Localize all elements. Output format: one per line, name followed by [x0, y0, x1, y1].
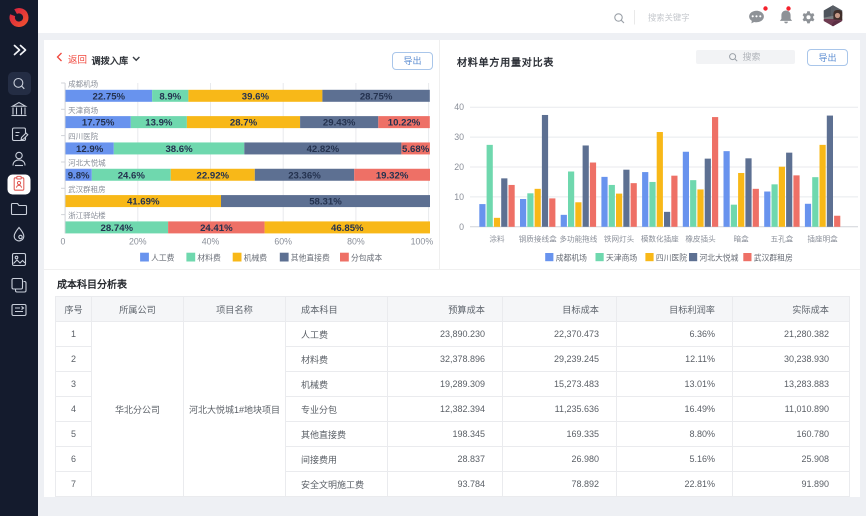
- svg-text:0: 0: [459, 222, 464, 232]
- svg-text:58.31%: 58.31%: [309, 197, 342, 208]
- svg-text:0: 0: [61, 237, 66, 247]
- svg-text:铁网灯头: 铁网灯头: [604, 234, 635, 244]
- svg-text:20: 20: [454, 162, 464, 172]
- svg-text:多功能拖线: 多功能拖线: [559, 234, 597, 244]
- svg-text:四川医院: 四川医院: [68, 131, 98, 141]
- svg-text:搜索关键字: 搜索关键字: [648, 13, 690, 23]
- svg-text:机械费: 机械费: [244, 252, 268, 262]
- svg-text:38.6%: 38.6%: [165, 144, 193, 155]
- svg-text:插座明盒: 插座明盒: [807, 234, 838, 244]
- svg-text:60%: 60%: [274, 237, 292, 247]
- svg-text:28.74%: 28.74%: [101, 223, 134, 234]
- svg-text:39.6%: 39.6%: [242, 91, 270, 102]
- svg-text:29.43%: 29.43%: [323, 118, 356, 129]
- svg-text:41.69%: 41.69%: [127, 197, 160, 208]
- svg-text:12.9%: 12.9%: [76, 144, 104, 155]
- svg-text:涂料: 涂料: [489, 234, 505, 244]
- svg-text:20%: 20%: [129, 237, 147, 247]
- svg-text:24.41%: 24.41%: [200, 223, 233, 234]
- svg-text:暗盒: 暗盒: [734, 234, 750, 244]
- svg-text:模数化插座: 模数化插座: [641, 234, 679, 244]
- svg-text:46.85%: 46.85%: [331, 223, 364, 234]
- svg-text:22.75%: 22.75%: [93, 91, 126, 102]
- svg-text:天津商场: 天津商场: [68, 105, 98, 115]
- svg-text:23.36%: 23.36%: [288, 170, 321, 181]
- svg-text:30: 30: [454, 132, 464, 142]
- svg-text:浙江驿站楼: 浙江驿站楼: [68, 210, 106, 220]
- svg-text:8.9%: 8.9%: [159, 91, 181, 102]
- svg-text:河北大悦城: 河北大悦城: [68, 158, 106, 168]
- svg-text:10.22%: 10.22%: [388, 118, 421, 129]
- svg-text:人工费: 人工费: [151, 252, 175, 262]
- svg-text:10: 10: [454, 192, 464, 202]
- svg-text:河北大悦城: 河北大悦城: [700, 252, 739, 262]
- svg-text:80%: 80%: [347, 237, 365, 247]
- svg-text:武汉群租房: 武汉群租房: [68, 184, 106, 194]
- svg-text:武汉群租房: 武汉群租房: [754, 252, 793, 262]
- svg-text:42.82%: 42.82%: [307, 144, 340, 155]
- svg-text:40: 40: [454, 102, 464, 112]
- svg-text:13.9%: 13.9%: [145, 118, 173, 129]
- svg-text:钢质接线盒: 钢质接线盒: [519, 234, 557, 244]
- svg-text:成都机场: 成都机场: [68, 79, 98, 89]
- svg-text:成都机场: 成都机场: [556, 252, 587, 262]
- svg-text:40%: 40%: [202, 237, 220, 247]
- svg-text:橡皮插头: 橡皮插头: [685, 234, 716, 244]
- svg-text:28.75%: 28.75%: [360, 91, 393, 102]
- svg-text:100%: 100%: [411, 237, 434, 247]
- svg-text:28.7%: 28.7%: [230, 118, 258, 129]
- svg-text:四川医院: 四川医院: [656, 252, 687, 262]
- svg-text:22.92%: 22.92%: [197, 170, 230, 181]
- svg-text:17.75%: 17.75%: [82, 118, 115, 129]
- svg-text:分包成本: 分包成本: [351, 252, 382, 262]
- svg-text:19.32%: 19.32%: [376, 170, 409, 181]
- svg-text:9.8%: 9.8%: [68, 170, 90, 181]
- svg-text:24.6%: 24.6%: [118, 170, 146, 181]
- svg-text:天津商场: 天津商场: [606, 252, 637, 262]
- svg-text:5.68%: 5.68%: [402, 144, 430, 155]
- svg-text:其他直接费: 其他直接费: [291, 252, 330, 262]
- svg-text:材料费: 材料费: [197, 252, 221, 262]
- svg-text:五孔盒: 五孔盒: [771, 234, 794, 244]
